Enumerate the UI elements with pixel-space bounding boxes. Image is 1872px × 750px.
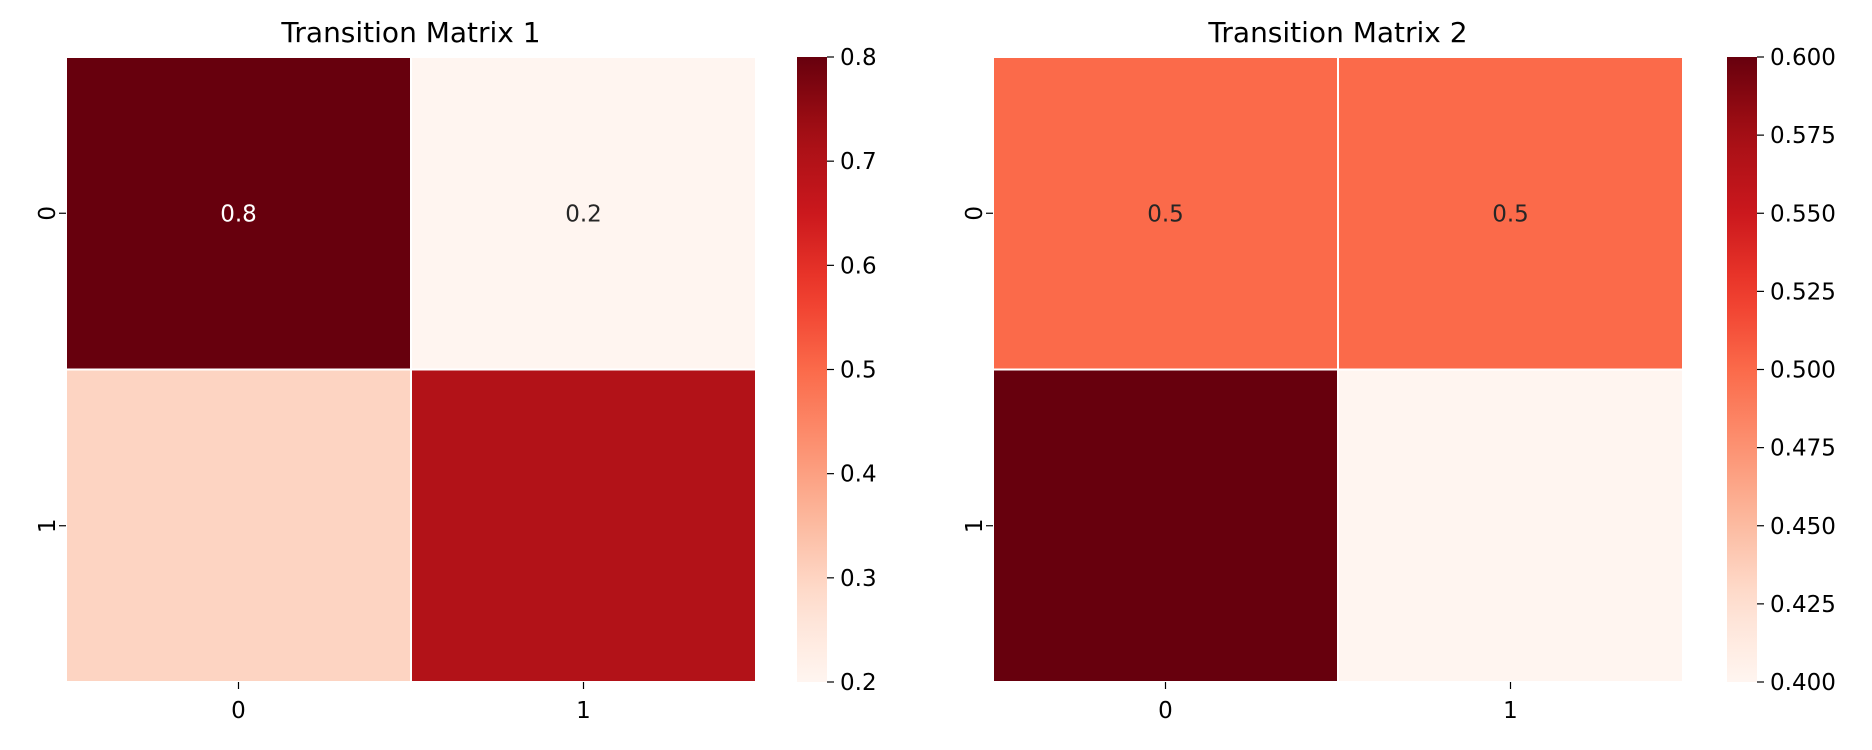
colorbar-tick-label: 0.450 xyxy=(1770,514,1836,540)
colorbar-tick-label: 0.550 xyxy=(1770,201,1836,227)
colorbar-tick-label: 0.4 xyxy=(840,462,877,488)
cell-annotation: 0.2 xyxy=(565,201,602,227)
heatmap-panel-2: Transition Matrix 2 0.5 0.5 0 1 0 1 0.400 0.425 0… xyxy=(962,16,1836,724)
y-tick-label: 1 xyxy=(35,518,61,533)
colorbar-tick-label: 0.7 xyxy=(840,149,877,175)
cell-annotation: 0.5 xyxy=(1147,201,1184,227)
cell-annotation: 0.8 xyxy=(220,201,257,227)
heatmap-cell-r0-c1 xyxy=(410,56,757,371)
x-tick-label: 0 xyxy=(1158,698,1173,724)
heatmap-cell-r1-c0 xyxy=(65,368,412,683)
heatmap-cell-r1-c1 xyxy=(1337,368,1684,683)
colorbar xyxy=(1727,57,1757,682)
colorbar-tick-label: 0.5 xyxy=(840,358,877,384)
heatmap-cell-r0-c1 xyxy=(1337,56,1684,371)
chart-title: Transition Matrix 1 xyxy=(280,16,540,49)
colorbar-tick-label: 0.3 xyxy=(840,566,877,592)
colorbar-tick-label: 0.500 xyxy=(1770,358,1836,384)
heatmap-panel-1: Transition Matrix 1 0.8 0.2 0 1 0 1 0.2 0.3 0.4 0.… xyxy=(35,16,877,724)
colorbar-tick-label: 0.6 xyxy=(840,253,877,279)
chart-title: Transition Matrix 2 xyxy=(1207,16,1467,49)
colorbar-tick-label: 0.525 xyxy=(1770,279,1836,305)
colorbar-tick-label: 0.8 xyxy=(840,45,877,71)
x-tick-label: 0 xyxy=(231,698,246,724)
y-tick-label: 1 xyxy=(962,518,988,533)
colorbar-tick-label: 0.475 xyxy=(1770,436,1836,462)
x-tick-label: 1 xyxy=(1503,698,1518,724)
x-tick-label: 1 xyxy=(576,698,591,724)
y-tick-label: 0 xyxy=(35,206,61,221)
heatmap-cell-r1-c0 xyxy=(992,368,1339,683)
cell-annotation: 0.5 xyxy=(1492,201,1529,227)
y-tick-label: 0 xyxy=(962,206,988,221)
heatmap-cell-r1-c1 xyxy=(410,368,757,683)
colorbar-tick-label: 0.2 xyxy=(840,670,877,696)
colorbar-tick-label: 0.400 xyxy=(1770,670,1836,696)
colorbar-tick-label: 0.425 xyxy=(1770,592,1836,618)
heatmap-cell-r0-c0 xyxy=(65,56,412,371)
colorbar-tick-label: 0.600 xyxy=(1770,45,1836,71)
colorbar-tick-label: 0.575 xyxy=(1770,123,1836,149)
colorbar xyxy=(797,57,827,682)
